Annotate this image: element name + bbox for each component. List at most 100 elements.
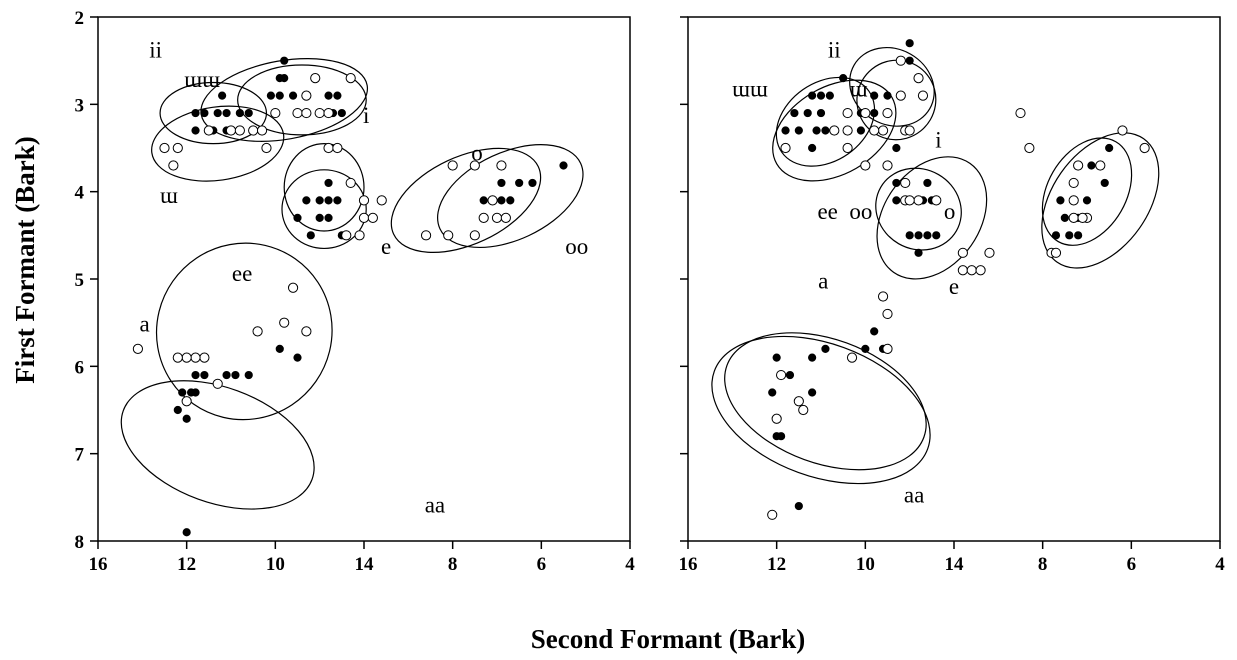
x-tick-label: 16	[89, 554, 108, 575]
filled-point	[1065, 231, 1074, 240]
vowel-label: i	[935, 127, 941, 152]
x-tick-label: 4	[625, 554, 635, 575]
filled-point	[777, 432, 786, 441]
filled-point	[315, 213, 324, 222]
vowel-ellipse	[775, 76, 876, 167]
open-point	[203, 125, 214, 136]
open-point	[491, 212, 503, 223]
y-axis-title: First Formant (Bark)	[10, 136, 40, 383]
vowel-ellipse	[390, 147, 542, 253]
open-point	[882, 308, 893, 320]
filled-point	[914, 231, 923, 240]
open-point	[168, 160, 179, 171]
filled-point	[1074, 231, 1083, 240]
x-axis-title: Second Formant (Bark)	[531, 624, 805, 654]
filled-point	[324, 178, 333, 188]
filled-point	[191, 126, 200, 135]
filled-point	[905, 39, 914, 48]
open-point	[913, 73, 924, 84]
filled-point	[235, 108, 244, 118]
filled-point	[870, 91, 879, 100]
open-point	[367, 212, 378, 223]
filled-point	[515, 178, 524, 188]
open-point	[376, 195, 387, 206]
vowel-label: o	[944, 199, 956, 224]
x-tick-label: 10	[266, 554, 285, 575]
open-point	[252, 326, 263, 337]
filled-point	[337, 108, 346, 118]
vowel-ellipse	[724, 332, 927, 471]
vowel-label: oo	[849, 199, 872, 224]
y-tick-label: 6	[75, 357, 85, 378]
filled-point	[528, 178, 537, 188]
vowel-ellipse	[876, 156, 988, 280]
filled-point	[892, 196, 901, 205]
open-point	[420, 230, 432, 241]
filled-point	[808, 143, 817, 153]
filled-point	[293, 213, 302, 222]
filled-point	[191, 370, 200, 380]
filled-point	[244, 370, 253, 380]
filled-point	[200, 370, 209, 380]
open-point	[341, 230, 352, 241]
open-point	[1068, 212, 1079, 223]
filled-point	[808, 91, 817, 100]
open-point	[212, 378, 223, 389]
filled-point	[302, 196, 311, 205]
open-point	[256, 125, 268, 136]
open-point	[159, 142, 170, 154]
x-tick-label: 12	[767, 554, 786, 575]
filled-point	[200, 108, 209, 118]
open-point	[1068, 195, 1079, 206]
open-point	[984, 247, 995, 258]
filled-point	[808, 353, 817, 362]
filled-point	[333, 91, 342, 100]
filled-point	[923, 178, 932, 188]
filled-point	[275, 91, 284, 100]
open-point	[1015, 107, 1026, 119]
open-point	[829, 125, 840, 136]
vowel-label: e	[381, 234, 391, 259]
vowel-label: o	[471, 140, 483, 165]
vowel-label: ii	[149, 37, 162, 62]
x-tick-label: 16	[679, 554, 698, 575]
filled-point	[275, 344, 284, 353]
filled-point	[173, 405, 182, 415]
filled-point	[324, 213, 333, 222]
open-point	[478, 212, 489, 223]
filled-point	[191, 108, 200, 118]
open-point	[301, 107, 312, 119]
filled-point	[479, 196, 488, 205]
filled-point	[861, 344, 870, 353]
filled-point	[306, 231, 315, 240]
y-tick-label: 5	[75, 270, 85, 291]
open-point	[358, 195, 370, 206]
filled-point	[178, 388, 187, 397]
filled-point	[856, 126, 866, 135]
y-tick-label: 8	[75, 532, 85, 553]
filled-point	[914, 248, 923, 257]
filled-point	[559, 161, 568, 170]
filled-point	[1082, 196, 1092, 205]
filled-point	[266, 91, 275, 100]
open-point	[345, 177, 356, 189]
open-point	[1068, 177, 1079, 189]
open-point	[287, 282, 299, 293]
open-point	[469, 230, 480, 241]
open-point	[780, 142, 791, 154]
filled-point	[821, 126, 830, 135]
open-point	[292, 107, 303, 119]
open-point	[172, 142, 183, 154]
open-point	[931, 195, 942, 206]
open-point	[132, 343, 143, 354]
filled-point	[213, 108, 222, 118]
filled-point	[839, 74, 848, 83]
open-point	[310, 73, 321, 84]
open-point	[172, 352, 183, 363]
open-point	[1095, 160, 1106, 171]
open-point	[860, 107, 871, 119]
open-point	[199, 352, 210, 363]
open-point	[301, 90, 312, 101]
